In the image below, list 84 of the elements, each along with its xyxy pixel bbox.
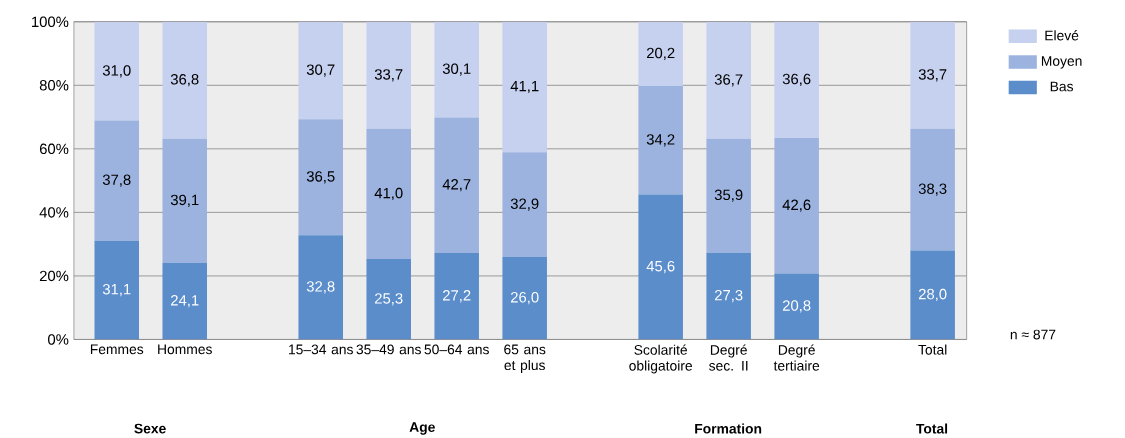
- bar: [366, 128, 411, 259]
- data-label: 28,0: [918, 288, 947, 301]
- text: n ≈ 877: [1010, 329, 1056, 340]
- data-label: 24,1: [171, 294, 199, 308]
- data-label: 39,1: [170, 194, 199, 207]
- x-tick-label: Total: [918, 344, 947, 355]
- bar: [94, 120, 140, 241]
- x-tick-label: 50–64 ans: [424, 344, 489, 355]
- bar: [366, 258, 411, 340]
- data-label: 41,1: [510, 80, 539, 93]
- data-label: 33,7: [374, 68, 403, 82]
- bar: [298, 21, 343, 120]
- bar: [366, 21, 411, 129]
- bar: [298, 235, 343, 340]
- data-label: 42,7: [442, 178, 471, 192]
- bar: [706, 252, 751, 340]
- data-label: 30,7: [306, 64, 335, 77]
- x-tick-label: 65 ans et plus: [504, 344, 546, 373]
- data-label: 42,6: [782, 199, 811, 212]
- bar: [638, 85, 683, 195]
- x-tick-label: Femmes: [90, 344, 144, 354]
- bar: [910, 128, 955, 251]
- y-tick-label: 40%: [39, 206, 69, 218]
- x-tick-label: 15–34 ans: [289, 344, 353, 355]
- bar: [638, 194, 683, 340]
- data-label: 45,6: [646, 260, 675, 273]
- bar: [774, 273, 819, 340]
- bar: [434, 21, 479, 118]
- bar: [298, 119, 343, 236]
- bar: [434, 252, 479, 340]
- y-tick-label: 60%: [39, 143, 69, 154]
- data-label: 31,1: [102, 283, 131, 296]
- data-label: 25,3: [375, 292, 403, 306]
- data-label: 36,7: [714, 74, 743, 87]
- bar: [94, 240, 140, 340]
- bar: [910, 250, 955, 340]
- data-label: 27,2: [443, 289, 471, 303]
- x-tick-label: Degré tertiaire: [773, 344, 820, 371]
- text: Formation: [695, 423, 762, 434]
- bar: [638, 21, 683, 86]
- bar: [94, 21, 140, 121]
- data-label: 33,7: [918, 68, 947, 82]
- bar: [502, 152, 547, 257]
- y-tick-label: 80%: [39, 79, 69, 91]
- x-tick-label: Scolarité obligatoire: [629, 344, 693, 374]
- bar: [502, 21, 547, 153]
- data-label: 31,0: [102, 64, 131, 78]
- bar: [162, 262, 208, 340]
- data-label: 41,0: [374, 187, 403, 200]
- legend-label: Moyen: [1041, 56, 1082, 69]
- bar: [774, 137, 819, 274]
- data-label: 36,8: [170, 73, 199, 87]
- bar: [706, 138, 751, 253]
- bar: [162, 138, 208, 263]
- text: Sexe: [134, 423, 166, 434]
- data-label: 36,5: [306, 170, 335, 184]
- x-tick-label: 35–49 ans: [356, 344, 421, 355]
- y-tick-label: 0%: [48, 333, 69, 345]
- data-label: 20,8: [782, 300, 811, 313]
- text: Total: [916, 423, 948, 434]
- bar: [502, 256, 547, 340]
- data-label: 37,8: [102, 174, 131, 187]
- data-label: 30,1: [442, 63, 471, 76]
- y-tick-label: 100%: [32, 16, 69, 27]
- y-tick-label: 20%: [39, 270, 69, 281]
- data-label: 38,3: [918, 183, 947, 196]
- data-label: 20,2: [646, 47, 675, 60]
- data-label: 32,9: [510, 198, 539, 211]
- data-label: 27,3: [714, 289, 743, 303]
- bar: [434, 117, 479, 253]
- text: Age: [409, 422, 435, 435]
- data-label: 26,0: [511, 291, 539, 305]
- data-label: 35,9: [714, 189, 743, 202]
- legend-label: Elevé: [1045, 29, 1079, 41]
- x-tick-label: Hommes: [158, 344, 212, 354]
- data-label: 34,2: [646, 133, 675, 147]
- data-label: 32,8: [306, 281, 335, 294]
- x-tick-label: Degré sec. II: [709, 344, 748, 371]
- bar: [774, 21, 819, 138]
- bar: [162, 21, 208, 139]
- bar: [910, 21, 955, 129]
- legend-label: Bas: [1050, 81, 1074, 92]
- bar: [706, 21, 751, 139]
- data-label: 36,6: [782, 73, 811, 86]
